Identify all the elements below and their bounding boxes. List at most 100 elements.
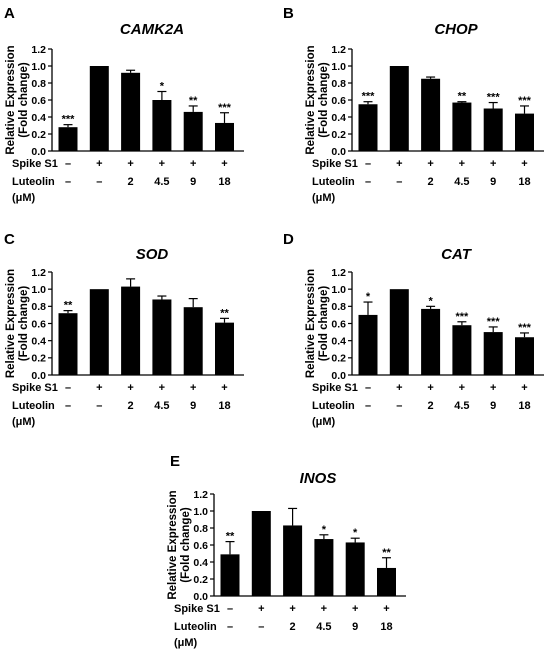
y-tick-label: 1.0 xyxy=(331,284,346,296)
y-tick-label: 0.2 xyxy=(331,129,346,141)
spike-value: + xyxy=(427,382,433,394)
luteolin-value: 9 xyxy=(352,621,358,633)
significance-label: * xyxy=(366,291,371,303)
spike-value: – xyxy=(365,158,371,170)
spike-row-label: Spike S1 xyxy=(174,603,220,615)
y-tick-label: 0.2 xyxy=(31,353,46,365)
y-axis-label-sub: (Fold change) xyxy=(180,507,192,583)
bar xyxy=(183,307,203,375)
luteolin-row-label: Luteolin xyxy=(312,400,355,412)
y-tick-label: 0.6 xyxy=(331,95,346,107)
y-tick-label: 0.4 xyxy=(31,335,46,347)
luteolin-row-label: Luteolin xyxy=(312,176,355,188)
y-tick-label: 1.0 xyxy=(31,284,46,296)
y-tick-label: 1.2 xyxy=(193,489,208,501)
luteolin-value: 9 xyxy=(190,400,196,412)
spike-value: – xyxy=(365,382,371,394)
significance-label: * xyxy=(160,81,165,93)
spike-value: + xyxy=(521,382,527,394)
spike-value: + xyxy=(521,158,527,170)
bar xyxy=(89,289,109,375)
significance-label: *** xyxy=(518,322,532,334)
bar xyxy=(483,108,503,151)
y-tick-label: 1.0 xyxy=(193,506,208,518)
spike-value: + xyxy=(221,382,227,394)
y-tick-label: 0.4 xyxy=(331,112,346,124)
luteolin-value: 9 xyxy=(490,176,496,188)
y-tick-label: 0.4 xyxy=(193,557,208,569)
luteolin-value: 18 xyxy=(518,400,530,412)
bar xyxy=(220,554,240,596)
spike-value: – xyxy=(65,382,71,394)
luteolin-value: 18 xyxy=(380,621,392,633)
y-tick-label: 0.4 xyxy=(331,335,346,347)
y-tick-label: 1.2 xyxy=(31,267,46,279)
significance-label: *** xyxy=(62,114,76,126)
spike-value: + xyxy=(383,603,389,615)
panel-a: A CAMK2A Relative Expression (Fold change)0… xyxy=(4,5,244,204)
luteolin-value: – xyxy=(65,176,71,188)
bar xyxy=(358,314,378,375)
y-axis-label: Relative Expression xyxy=(305,45,317,154)
panel-title: CAMK2A xyxy=(120,21,184,38)
luteolin-value: 4.5 xyxy=(154,176,169,188)
y-tick-label: 0.0 xyxy=(31,370,46,382)
spike-value: + xyxy=(427,158,433,170)
y-tick-label: 0.8 xyxy=(31,301,46,313)
significance-label: *** xyxy=(218,102,232,114)
y-tick-label: 1.2 xyxy=(331,44,346,56)
spike-value: + xyxy=(490,382,496,394)
spike-row-label: Spike S1 xyxy=(312,382,358,394)
luteolin-value: 4.5 xyxy=(454,176,469,188)
y-tick-label: 0.4 xyxy=(31,112,46,124)
spike-row-label: Spike S1 xyxy=(12,382,58,394)
y-tick-label: 0.0 xyxy=(193,591,208,603)
spike-value: + xyxy=(221,158,227,170)
bar xyxy=(377,567,396,596)
bar xyxy=(121,72,141,151)
significance-label: ** xyxy=(189,95,198,107)
significance-label: * xyxy=(322,524,327,536)
luteolin-value: 2 xyxy=(128,176,134,188)
bar xyxy=(121,286,141,375)
y-tick-label: 0.0 xyxy=(331,370,346,382)
bar xyxy=(283,525,303,596)
y-tick-label: 0.2 xyxy=(331,353,346,365)
y-tick-label: 0.8 xyxy=(31,78,46,90)
y-axis-label-sub: (Fold change) xyxy=(18,286,30,362)
bar xyxy=(389,66,409,151)
luteolin-value: – xyxy=(227,621,233,633)
significance-label: ** xyxy=(64,300,73,312)
luteolin-value: – xyxy=(365,176,371,188)
bar xyxy=(215,322,234,375)
bar xyxy=(389,289,409,375)
luteolin-value: 2 xyxy=(128,400,134,412)
spike-row-label: Spike S1 xyxy=(312,158,358,170)
significance-label: *** xyxy=(362,91,376,103)
spike-value: + xyxy=(127,382,133,394)
luteolin-unit-label: (μM) xyxy=(12,192,36,204)
panel-c: C SOD Relative Expression (Fold change)0.0 0… xyxy=(4,231,244,428)
spike-value: + xyxy=(96,158,102,170)
bar xyxy=(421,308,441,375)
significance-label: *** xyxy=(487,92,501,104)
luteolin-row-label: Luteolin xyxy=(12,400,55,412)
bar xyxy=(251,511,271,596)
bar xyxy=(58,127,78,151)
bar xyxy=(515,337,534,375)
luteolin-value: – xyxy=(365,400,371,412)
panel-letter: A xyxy=(4,5,15,22)
y-tick-label: 0.8 xyxy=(331,78,346,90)
bar xyxy=(452,325,472,375)
luteolin-row-label: Luteolin xyxy=(12,176,55,188)
bar xyxy=(314,539,334,596)
luteolin-row-label: Luteolin xyxy=(174,621,217,633)
spike-value: + xyxy=(490,158,496,170)
luteolin-value: 2 xyxy=(428,400,434,412)
y-tick-label: 0.6 xyxy=(31,95,46,107)
bar xyxy=(152,299,172,375)
significance-label: * xyxy=(428,295,433,307)
luteolin-value: 2 xyxy=(428,176,434,188)
panel-title: INOS xyxy=(300,470,337,487)
y-tick-label: 1.0 xyxy=(331,61,346,73)
